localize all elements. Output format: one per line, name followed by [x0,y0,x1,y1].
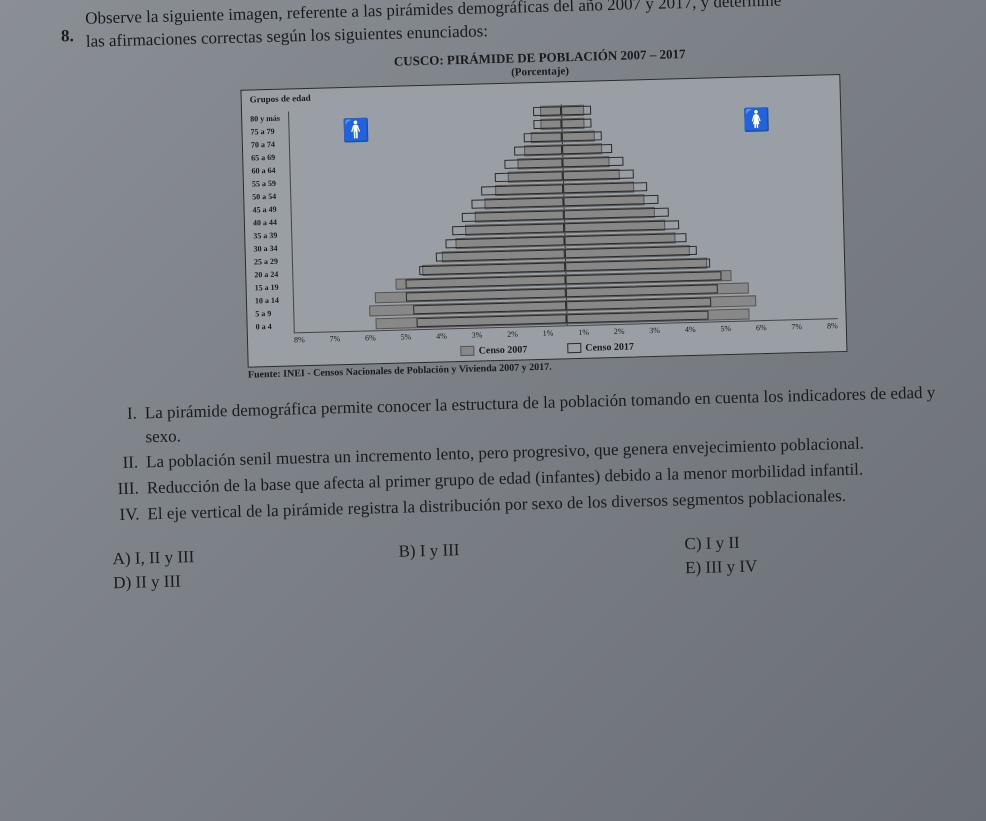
age-label: 75 a 79 [250,124,288,138]
age-label: 70 a 74 [251,137,289,151]
x-tick: 3% [649,326,660,335]
age-label: 40 a 44 [253,215,291,229]
x-tick: 4% [685,325,696,334]
statement-number: III. [111,477,140,502]
x-tick: 5% [400,332,411,341]
bar-male-2017 [514,145,562,155]
age-label: 80 y más [250,111,288,125]
x-tick: 2% [507,329,518,338]
bars-area [288,97,838,333]
x-tick: 1% [578,328,589,337]
bar-male-2017 [533,106,560,116]
statement-number: IV. [111,503,140,528]
x-tick: 8% [294,335,305,344]
age-label: 60 a 64 [251,163,289,177]
chart-subtitle: (Porcentaje) [511,65,569,79]
x-tick: 7% [791,322,802,331]
x-tick: 7% [329,334,340,343]
age-label: 35 a 39 [253,228,291,242]
bar-male-2017 [504,158,562,169]
legend-2007: Censo 2007 [461,344,528,357]
x-tick: 4% [436,331,447,340]
option-c: C) I y II [684,527,970,554]
bar-male-2017 [494,171,562,182]
bar-female-2017 [561,118,592,128]
age-label: 20 a 24 [254,267,292,281]
x-tick: 3% [472,330,483,339]
age-label: 25 a 29 [254,254,292,268]
option-d: D) II y III [113,566,399,593]
bar-female-2017 [562,157,623,168]
age-label: 15 a 19 [254,280,292,294]
x-tick: 5% [720,324,731,333]
bar-female-2017 [562,169,633,180]
option-e: E) III y IV [685,551,971,578]
option-b: B) I y III [398,534,684,561]
swatch-2007 [461,346,475,356]
legend-2007-label: Censo 2007 [479,344,528,356]
bar-male-2017 [524,132,562,142]
chart-box: Grupos de edad 🚹 🚺 80 y más75 a 7970 a 7… [240,74,847,368]
age-label: 30 a 34 [253,241,291,255]
pyramid-chart: CUSCO: PIRÁMIDE DE POBLACIÓN 2007 – 2017… [122,39,966,384]
x-tick: 6% [365,333,376,342]
bar-female-2017 [563,182,648,193]
age-label: 0 a 4 [255,319,293,333]
age-group-header: Grupos de edad [250,93,311,105]
age-label: 45 a 49 [252,202,290,216]
age-label: 5 a 9 [255,306,293,320]
x-tick: 1% [543,329,554,338]
statements-list: I.La pirámide demográfica permite conoce… [109,380,970,527]
answer-options: A) I, II y III B) I y III C) I y II D) I… [112,527,971,593]
bar-male-2017 [534,119,561,129]
bar-female-2017 [561,144,612,154]
x-tick: 6% [756,323,767,332]
bar-female-2017 [560,105,591,115]
age-label: 65 a 69 [251,150,289,164]
statement-number: I. [109,401,138,449]
question-number: 8. [61,26,74,46]
swatch-2017 [567,343,581,353]
x-tick: 2% [614,327,625,336]
option-a: A) I, II y III [112,542,398,569]
age-label: 50 a 54 [252,189,290,203]
statement-number: II. [110,451,139,476]
age-label: 55 a 59 [252,176,290,190]
legend-2017-label: Censo 2017 [585,341,634,353]
age-labels-column: 80 y más75 a 7970 a 7465 a 6960 a 6455 a… [250,111,294,334]
x-tick: 8% [827,321,838,330]
bar-female-2017 [561,131,602,141]
legend-2017: Censo 2017 [567,341,634,354]
age-label: 10 a 14 [255,293,293,307]
